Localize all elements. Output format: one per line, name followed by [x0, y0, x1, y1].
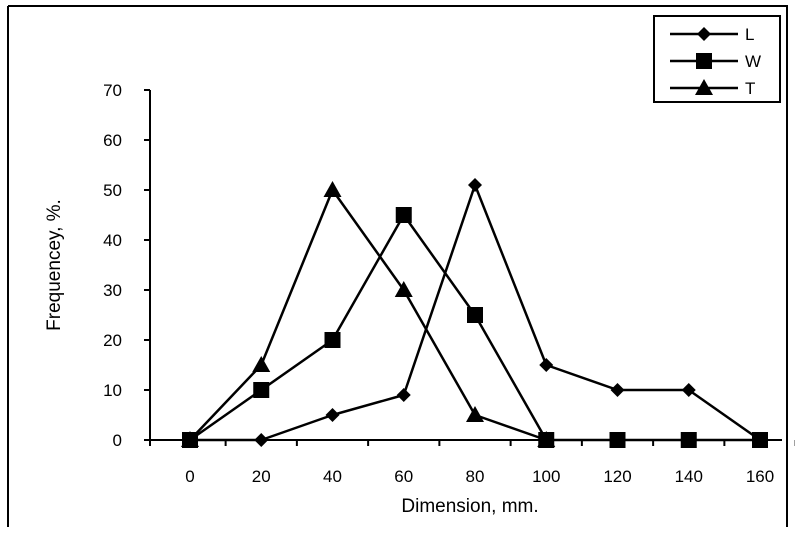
y-tick-label: 70: [103, 81, 122, 100]
x-tick-label: 140: [675, 467, 703, 486]
legend-items: LWT: [670, 25, 761, 98]
data-point-W: [253, 382, 270, 398]
y-tick-label: 40: [103, 231, 122, 250]
series-layer: [181, 178, 768, 448]
y-axis-title: Frequencey, %.: [44, 199, 65, 331]
data-point-W: [395, 207, 412, 223]
x-tick-label: 60: [394, 467, 413, 486]
legend-label: T: [745, 79, 755, 98]
data-point-W: [752, 432, 768, 448]
series-line-T: [189, 188, 547, 442]
legend-marker-W: [696, 53, 712, 69]
x-tick-label: 0: [185, 467, 194, 486]
data-point-T: [252, 356, 271, 372]
y-tick-label: 60: [103, 131, 122, 150]
data-point-W: [467, 307, 483, 323]
data-point-T: [181, 431, 199, 447]
legend-label: L: [745, 25, 754, 44]
data-point-W: [680, 432, 697, 448]
data-point-L: [610, 383, 625, 397]
y-tick-label: 10: [103, 381, 122, 400]
y-tick-label: 20: [103, 331, 122, 350]
x-tick-label: 40: [323, 467, 342, 486]
x-tick-label: 20: [252, 467, 271, 486]
data-point-L: [468, 178, 482, 192]
x-tick-label: 120: [603, 467, 631, 486]
legend-marker-T: [695, 79, 713, 95]
x-axis-ticks: 0 20 40 60 80 100 120 140 160: [149, 440, 795, 486]
y-tick-label: 50: [103, 181, 122, 200]
data-point-T: [394, 281, 413, 297]
data-point-T: [323, 181, 342, 197]
x-axis-title: Dimension, mm.: [401, 496, 538, 517]
y-tick-label: 0: [113, 431, 122, 450]
data-point-L: [254, 433, 269, 447]
x-tick-label: 160: [746, 467, 774, 486]
legend: LWT: [653, 15, 781, 103]
legend-item-T: T: [670, 79, 755, 98]
data-point-T: [466, 406, 484, 422]
series-T: [181, 181, 556, 447]
data-point-W: [324, 332, 341, 348]
data-point-L: [396, 388, 411, 402]
x-tick-label: 100: [532, 467, 560, 486]
data-point-T: [537, 431, 556, 447]
chart-border: [8, 5, 788, 527]
y-axis-ticks: 0 10 20 30 40 50 60 70: [103, 81, 150, 450]
y-tick-label: 30: [103, 281, 122, 300]
data-point-L: [325, 408, 340, 422]
data-point-W: [609, 432, 626, 448]
x-tick-label: 80: [466, 467, 485, 486]
data-point-L: [681, 383, 696, 397]
data-point-L: [539, 358, 554, 372]
legend-item-L: L: [670, 25, 754, 44]
legend-marker-L: [697, 27, 711, 41]
legend-label: W: [745, 52, 761, 71]
legend-item-W: W: [670, 52, 761, 71]
